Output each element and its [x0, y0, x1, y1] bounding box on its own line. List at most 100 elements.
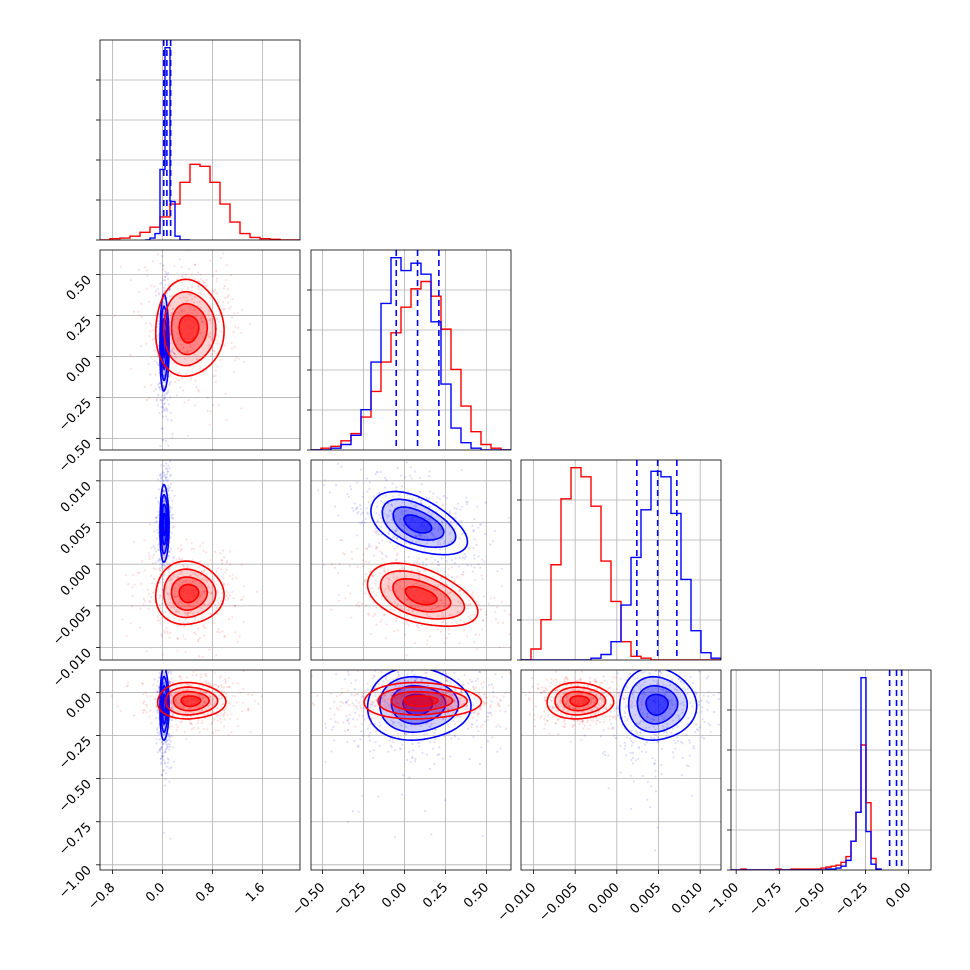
- scatter-point: [324, 722, 327, 725]
- scatter-point: [563, 681, 566, 684]
- scatter-point: [162, 681, 165, 684]
- scatter-point: [333, 665, 335, 667]
- scatter-point: [465, 704, 468, 707]
- scatter-point: [168, 396, 172, 399]
- scatter-point: [632, 696, 635, 699]
- scatter-point: [427, 505, 430, 508]
- scatter-point: [346, 670, 350, 673]
- scatter-point: [353, 502, 356, 505]
- scatter-point: [389, 707, 392, 710]
- scatter-point: [231, 590, 234, 593]
- scatter-point: [159, 342, 162, 345]
- scatter-point: [369, 739, 372, 742]
- scatter-point: [205, 278, 208, 282]
- scatter-point: [214, 380, 217, 383]
- scatter-point: [165, 740, 168, 743]
- scatter-point: [713, 710, 716, 714]
- scatter-point: [337, 708, 340, 711]
- scatter-point: [222, 301, 225, 304]
- scatter-point: [232, 331, 235, 334]
- scatter-point: [189, 349, 192, 352]
- scatter-point: [200, 288, 203, 291]
- scatter-point: [484, 532, 487, 536]
- scatter-point: [200, 574, 203, 577]
- scatter-point: [155, 537, 159, 540]
- scatter-point: [635, 684, 639, 687]
- scatter-point: [457, 678, 460, 681]
- scatter-point: [405, 654, 408, 657]
- scatter-point: [189, 365, 192, 368]
- scatter-point: [167, 732, 170, 735]
- scatter-point: [474, 633, 477, 636]
- scatter-point: [201, 696, 204, 700]
- scatter-point: [369, 545, 372, 548]
- scatter-point: [225, 568, 228, 571]
- scatter-point: [443, 539, 447, 543]
- scatter-point: [144, 691, 147, 694]
- scatter-point: [210, 592, 213, 595]
- scatter-point: [178, 619, 181, 622]
- scatter-point: [640, 701, 643, 704]
- scatter-point: [404, 633, 407, 636]
- scatter-point: [418, 577, 421, 580]
- scatter-point: [218, 697, 221, 700]
- scatter-point: [212, 375, 215, 378]
- scatter-point: [209, 410, 212, 413]
- scatter-point: [147, 552, 150, 555]
- scatter-point: [158, 524, 161, 527]
- scatter-point: [383, 613, 386, 617]
- scatter-point: [543, 690, 546, 693]
- scatter-point: [633, 724, 636, 728]
- scatter-point: [133, 583, 136, 587]
- scatter-point: [136, 571, 140, 574]
- scatter-point: [357, 510, 360, 514]
- scatter-point: [467, 682, 470, 685]
- scatter-point: [159, 474, 162, 477]
- scatter-point: [216, 612, 219, 616]
- scatter-point: [433, 731, 436, 735]
- scatter-point: [399, 690, 402, 693]
- scatter-point: [341, 539, 344, 542]
- scatter-point: [159, 282, 162, 285]
- scatter-point: [623, 747, 626, 750]
- scatter-point: [393, 609, 396, 612]
- scatter-point: [121, 618, 124, 621]
- scatter-point: [430, 723, 433, 726]
- scatter-point: [371, 575, 374, 578]
- scatter-point: [497, 621, 500, 624]
- scatter-point: [646, 798, 649, 801]
- scatter-point: [629, 662, 631, 664]
- scatter-point: [463, 674, 466, 677]
- scatter-point: [454, 654, 456, 656]
- scatter-point: [166, 592, 169, 595]
- scatter-point: [143, 569, 146, 572]
- scatter-point: [375, 531, 378, 534]
- scatter-point: [408, 750, 411, 754]
- scatter-point: [144, 703, 148, 706]
- scatter-point: [203, 700, 206, 703]
- scatter-point: [400, 719, 403, 722]
- scatter-point: [398, 697, 401, 700]
- scatter-point: [211, 731, 214, 735]
- scatter-point: [385, 623, 388, 626]
- scatter-point: [180, 274, 184, 278]
- scatter-point: [167, 487, 170, 490]
- scatter-point: [450, 566, 453, 569]
- scatter-point: [482, 701, 485, 704]
- scatter-point: [488, 712, 491, 715]
- scatter-point: [342, 702, 345, 705]
- contour-blue: [636, 684, 679, 725]
- scatter-point: [385, 478, 388, 481]
- scatter-point: [458, 642, 461, 645]
- scatter-point: [169, 579, 172, 582]
- scatter-point: [680, 680, 683, 684]
- scatter-point: [179, 558, 182, 561]
- scatter-point: [656, 679, 659, 682]
- scatter-point: [141, 681, 144, 685]
- scatter-point: [630, 739, 633, 743]
- scatter-point: [186, 565, 189, 568]
- scatter-point: [700, 699, 703, 702]
- scatter-point: [184, 605, 187, 608]
- scatter-point: [612, 727, 615, 730]
- contour-red: [162, 568, 217, 619]
